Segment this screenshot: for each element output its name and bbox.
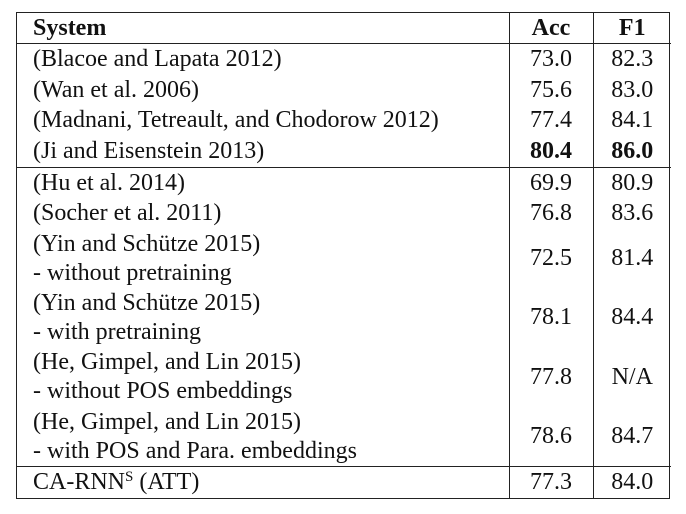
acc-cell: 76.8: [508, 198, 593, 230]
table-row: (Ji and Eisenstein 2013) 80.4 86.0: [17, 136, 671, 168]
system-cell: (He, Gimpel, and Lin 2015) - with POS an…: [17, 406, 509, 468]
acc-cell: 72.5: [508, 229, 593, 289]
system-name: (He, Gimpel, and Lin 2015): [33, 349, 301, 376]
system-name: (Yin and Schütze 2015): [33, 230, 261, 257]
header-acc: Acc: [508, 13, 593, 44]
acc-cell: 73.0: [508, 43, 593, 75]
system-cell: (Yin and Schütze 2015) - with pretrainin…: [17, 288, 509, 347]
acc-cell: 78.6: [508, 406, 593, 468]
system-cell: (Yin and Schütze 2015) - without pretrai…: [17, 229, 509, 288]
system-variant: - without pretraining: [33, 259, 232, 286]
f1-cell: 83.0: [592, 74, 671, 106]
system-cell: (Hu et al. 2014): [33, 169, 185, 196]
table-row: (He, Gimpel, and Lin 2015) - without POS…: [17, 347, 671, 407]
results-table: System Acc F1 (Blacoe and Lapata 2012) 7…: [17, 13, 671, 498]
table-row: (Yin and Schütze 2015) - without pretrai…: [17, 229, 671, 289]
system-cell: (Madnani, Tetreault, and Chodorow 2012): [33, 107, 439, 134]
header-f1: F1: [592, 13, 671, 44]
f1-cell: 84.4: [592, 288, 671, 348]
acc-cell-best: 80.4: [508, 136, 593, 168]
system-cell: (Socher et al. 2011): [33, 200, 222, 227]
system-variant: - with pretraining: [33, 318, 201, 345]
f1-cell: 84.0: [592, 466, 671, 498]
f1-cell: 84.7: [592, 406, 671, 468]
f1-cell: 82.3: [592, 43, 671, 75]
acc-cell: 77.3: [508, 466, 593, 498]
table-row: (Wan et al. 2006) 75.6 83.0: [17, 74, 671, 106]
system-suffix: (ATT): [133, 469, 200, 496]
f1-cell: 80.9: [592, 167, 671, 199]
system-variant: - without POS embeddings: [33, 378, 293, 405]
table-row-proposed: CA-RNNS (ATT) 77.3 84.0: [17, 466, 671, 498]
system-cell: (Ji and Eisenstein 2013): [17, 136, 509, 168]
system-name: CA-RNN: [33, 469, 126, 496]
system-name: (He, Gimpel, and Lin 2015): [33, 408, 301, 435]
table-row: (Socher et al. 2011) 76.8 83.6: [17, 198, 671, 230]
f1-cell: N/A: [592, 347, 671, 407]
system-cell: (Wan et al. 2006): [33, 76, 200, 103]
system-cell: (He, Gimpel, and Lin 2015) - without POS…: [17, 348, 509, 407]
acc-cell: 75.6: [508, 74, 593, 106]
acc-cell: 78.1: [508, 288, 593, 348]
acc-cell: 69.9: [508, 167, 593, 199]
system-variant: - with POS and Para. embeddings: [33, 437, 357, 464]
system-name: (Yin and Schütze 2015): [33, 289, 261, 316]
header-system: System: [17, 13, 509, 44]
table-row: (Hu et al. 2014) 69.9 80.9: [17, 167, 671, 199]
table-row: (Yin and Schütze 2015) - with pretrainin…: [17, 288, 671, 348]
table-row: (He, Gimpel, and Lin 2015) - with POS an…: [17, 406, 671, 468]
f1-cell: 83.6: [592, 198, 671, 230]
f1-cell-best: 86.0: [592, 136, 671, 168]
f1-cell: 84.1: [592, 105, 671, 137]
table-row: (Madnani, Tetreault, and Chodorow 2012) …: [17, 105, 671, 137]
f1-cell: 81.4: [592, 229, 671, 289]
system-cell: (Blacoe and Lapata 2012): [33, 45, 282, 72]
acc-cell: 77.4: [508, 105, 593, 137]
acc-cell: 77.8: [508, 347, 593, 407]
results-table-frame: System Acc F1 (Blacoe and Lapata 2012) 7…: [16, 12, 671, 499]
table-row: (Blacoe and Lapata 2012) 73.0 82.3: [17, 43, 671, 75]
system-superscript: S: [125, 469, 134, 486]
system-cell: CA-RNNS (ATT): [17, 467, 509, 498]
table-header-row: System Acc F1: [17, 13, 671, 44]
